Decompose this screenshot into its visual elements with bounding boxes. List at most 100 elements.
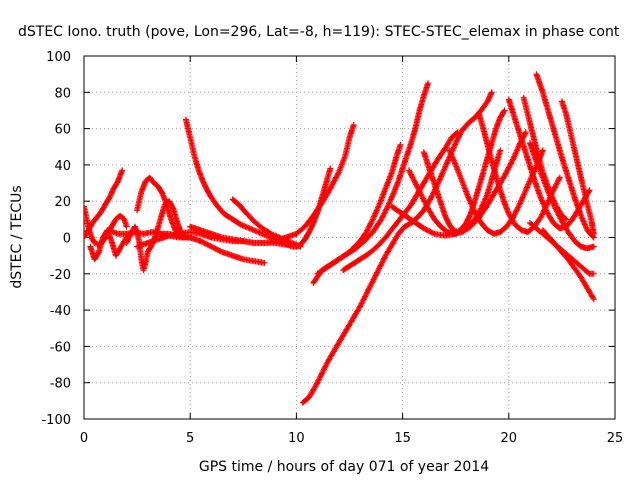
data-point xyxy=(588,189,591,191)
data-point xyxy=(504,202,506,204)
data-point xyxy=(554,207,557,210)
x-tick-labels: 0 5 10 15 20 25 xyxy=(80,431,623,446)
data-point xyxy=(580,246,582,248)
data-point xyxy=(591,220,593,222)
series-12 xyxy=(299,89,495,406)
data-point xyxy=(125,233,128,235)
data-point xyxy=(91,222,94,224)
data-point xyxy=(147,251,149,253)
data-point xyxy=(189,231,191,233)
data-point xyxy=(329,187,331,190)
data-point xyxy=(223,213,225,215)
data-point xyxy=(287,240,289,242)
data-point xyxy=(378,267,380,269)
data-point xyxy=(210,233,212,235)
data-point xyxy=(168,235,170,237)
data-point xyxy=(210,236,212,239)
data-point xyxy=(582,186,584,188)
data-point xyxy=(98,251,100,253)
data-point xyxy=(487,193,489,195)
data-series xyxy=(84,71,597,406)
data-point xyxy=(136,209,138,211)
data-point xyxy=(552,189,555,191)
data-point xyxy=(89,246,91,248)
data-point xyxy=(586,204,589,206)
data-point xyxy=(440,202,442,204)
data-point xyxy=(244,211,246,213)
data-point xyxy=(85,215,87,217)
data-point xyxy=(546,211,548,213)
data-point xyxy=(96,216,98,219)
data-point xyxy=(365,293,368,295)
data-point xyxy=(482,128,484,130)
data-point xyxy=(593,298,595,300)
data-point xyxy=(487,229,489,231)
data-point xyxy=(514,224,516,226)
data-point xyxy=(467,122,469,124)
data-point xyxy=(493,233,495,235)
data-point xyxy=(151,231,153,233)
data-point xyxy=(402,213,404,215)
data-point xyxy=(242,258,244,260)
data-point xyxy=(554,244,557,246)
data-point xyxy=(378,204,380,206)
chart-title: dSTEC Iono. truth (pove, Lon=296, Lat=-8… xyxy=(18,24,620,40)
data-point xyxy=(238,204,240,206)
data-point xyxy=(198,169,200,171)
data-point xyxy=(470,226,472,228)
y-tick-label: -20 xyxy=(50,268,71,283)
data-point xyxy=(523,97,525,99)
data-point xyxy=(142,269,145,271)
data-point xyxy=(295,244,297,246)
data-point xyxy=(448,224,450,226)
data-point xyxy=(410,142,412,144)
data-point xyxy=(295,233,297,235)
data-point xyxy=(586,247,589,249)
data-point xyxy=(406,155,408,157)
data-point xyxy=(84,206,85,208)
data-point xyxy=(353,316,355,318)
data-point xyxy=(559,227,561,229)
data-point xyxy=(393,191,395,193)
data-point xyxy=(108,229,111,231)
series-2 xyxy=(84,167,126,241)
series-5 xyxy=(134,174,187,241)
data-point xyxy=(117,180,119,182)
data-point xyxy=(586,229,589,231)
data-point xyxy=(253,242,255,244)
data-point xyxy=(461,227,463,229)
data-point xyxy=(565,218,567,220)
data-point xyxy=(232,198,234,200)
data-point xyxy=(257,231,259,233)
data-point xyxy=(527,231,529,233)
data-point xyxy=(525,131,527,133)
data-point xyxy=(465,222,467,224)
data-point xyxy=(365,231,368,233)
y-tick-label: -80 xyxy=(50,377,71,392)
x-axis-label: GPS time / hours of day 071 of year 2014 xyxy=(199,459,489,475)
data-point xyxy=(270,233,272,235)
y-tick-label: 60 xyxy=(54,123,71,138)
data-point xyxy=(300,246,302,248)
series-23 xyxy=(533,71,597,241)
data-point xyxy=(206,189,208,191)
data-point xyxy=(232,218,234,220)
data-point xyxy=(221,251,223,253)
data-point xyxy=(232,238,234,240)
data-point xyxy=(145,180,147,182)
series-15 xyxy=(340,129,461,274)
data-point xyxy=(467,197,469,199)
data-point xyxy=(157,238,159,240)
data-point xyxy=(593,233,595,235)
data-point xyxy=(461,231,463,233)
data-point xyxy=(535,73,538,75)
data-point xyxy=(391,206,393,208)
y-tick-labels: 100 80 60 40 20 0 -20 -40 -60 -80 -100 xyxy=(41,50,71,428)
data-point xyxy=(157,233,159,235)
data-point xyxy=(253,220,255,222)
data-point xyxy=(474,117,476,119)
data-point xyxy=(346,327,348,329)
data-point xyxy=(104,204,106,206)
data-point xyxy=(174,229,176,231)
data-point xyxy=(312,215,314,217)
